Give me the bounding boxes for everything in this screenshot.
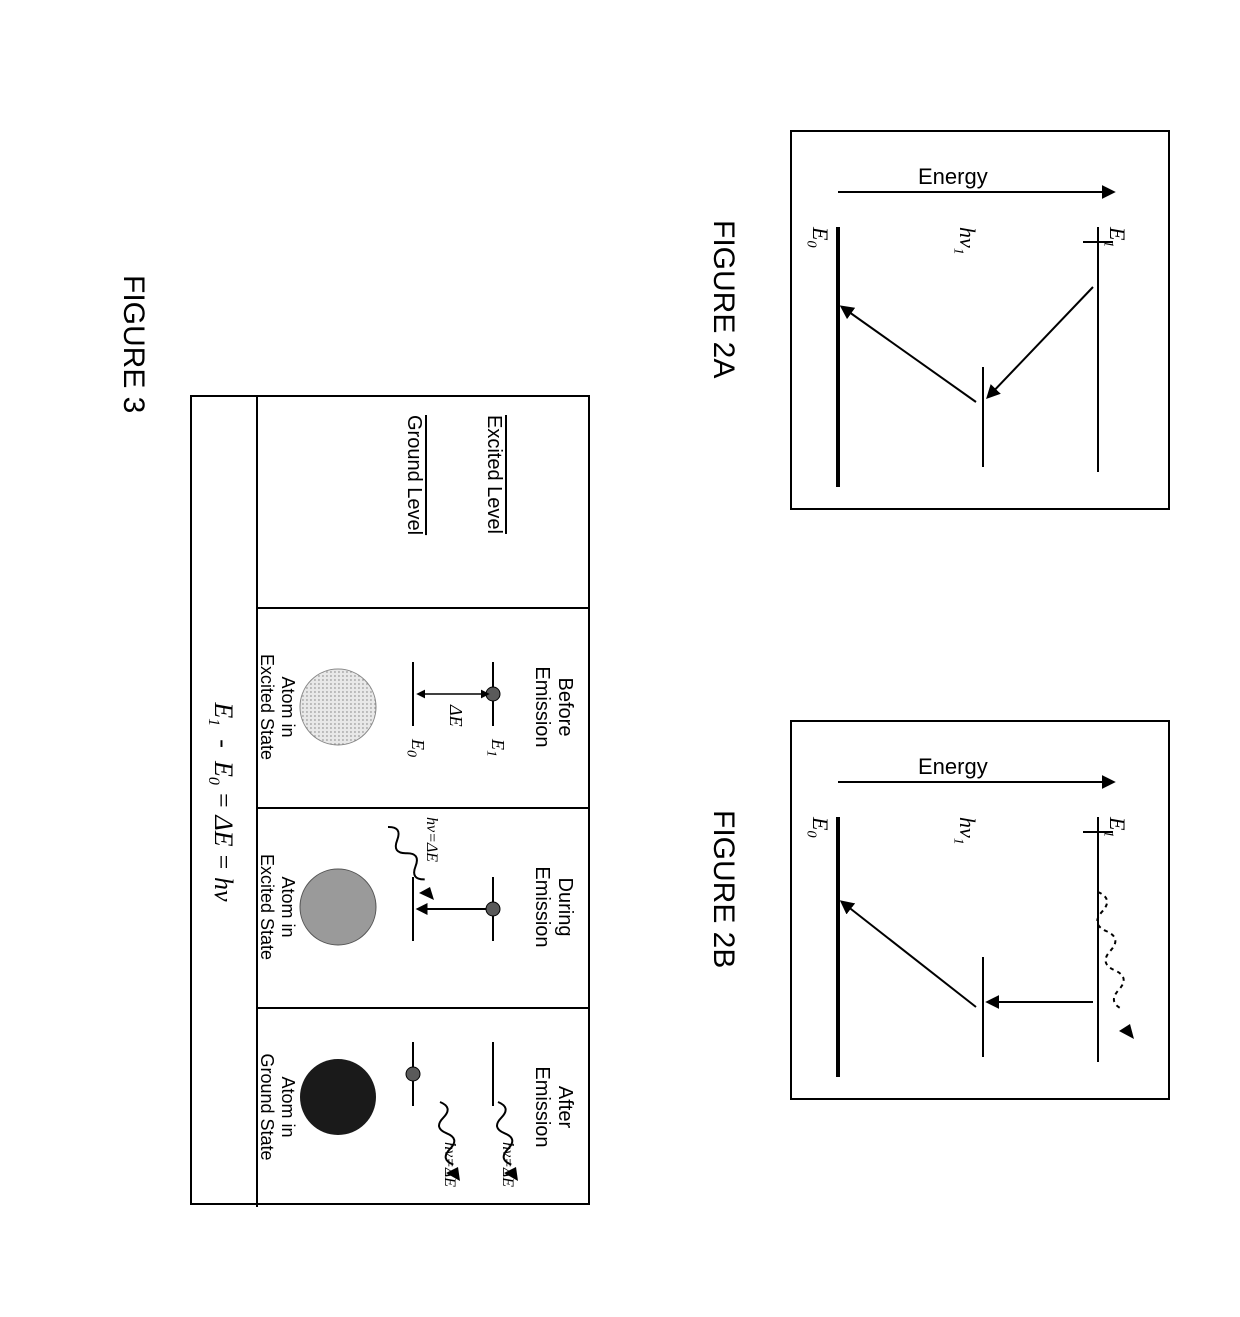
figure-2b-caption: FIGURE 2B [706,810,740,968]
arrow-mid-to-e0 [842,902,976,1007]
wavy-arrow-2b [1091,891,1130,1011]
arrow-e1-to-mid [988,287,1093,397]
ground-level-label: Ground Level [402,415,425,535]
col1-e1-label: E1 [482,739,508,757]
excited-level-label: Excited Level [482,415,505,534]
figure-3-wrap: Excited Level Ground Level Before Emissi… [110,395,590,1205]
figure-2a-panel: Energy E1 E0 hv1 [790,130,1170,510]
figure-3-caption: FIGURE 3 [116,275,150,413]
e1-label: E1 [1100,227,1130,247]
e1-label: E1 [1100,817,1130,837]
col3-hv-label-2: hv=ΔE [440,1142,458,1187]
wavy-arrowhead-2b [1119,1024,1134,1039]
figure-3-box: Excited Level Ground Level Before Emissi… [190,395,590,1205]
figure-2-row: Energy E1 E0 hv1 FIGURE 2A [650,0,1170,1317]
hv1-label: hv1 [950,817,980,845]
col1-svg [258,607,588,807]
col2-hv-label: hv=ΔE [422,817,440,862]
energy-axis-label: Energy [918,164,988,190]
energy-axis-label: Energy [918,754,988,780]
col3-hv-label-1: hv=ΔE [498,1142,516,1187]
figure-2a-caption: FIGURE 2A [706,220,740,378]
fig3-equation: E1 - E0 = ΔE = hv [204,397,238,1207]
arrow-mid-to-e0 [842,307,976,402]
col2-state: Atom inExcited State [257,817,298,997]
e0-label: E0 [803,227,833,247]
e0-label: E0 [803,817,833,837]
col3-svg [258,1007,588,1207]
col1-e0-label: E0 [402,739,428,757]
hv1-label: hv1 [950,227,980,255]
figure-2b-panel: Energy E1 E0 hv1 [790,720,1170,1100]
col1-deltaE-label: ΔE [445,705,466,727]
col1-state: Atom inExcited State [257,617,298,797]
col3-state: Atom inGround State [257,1017,298,1197]
